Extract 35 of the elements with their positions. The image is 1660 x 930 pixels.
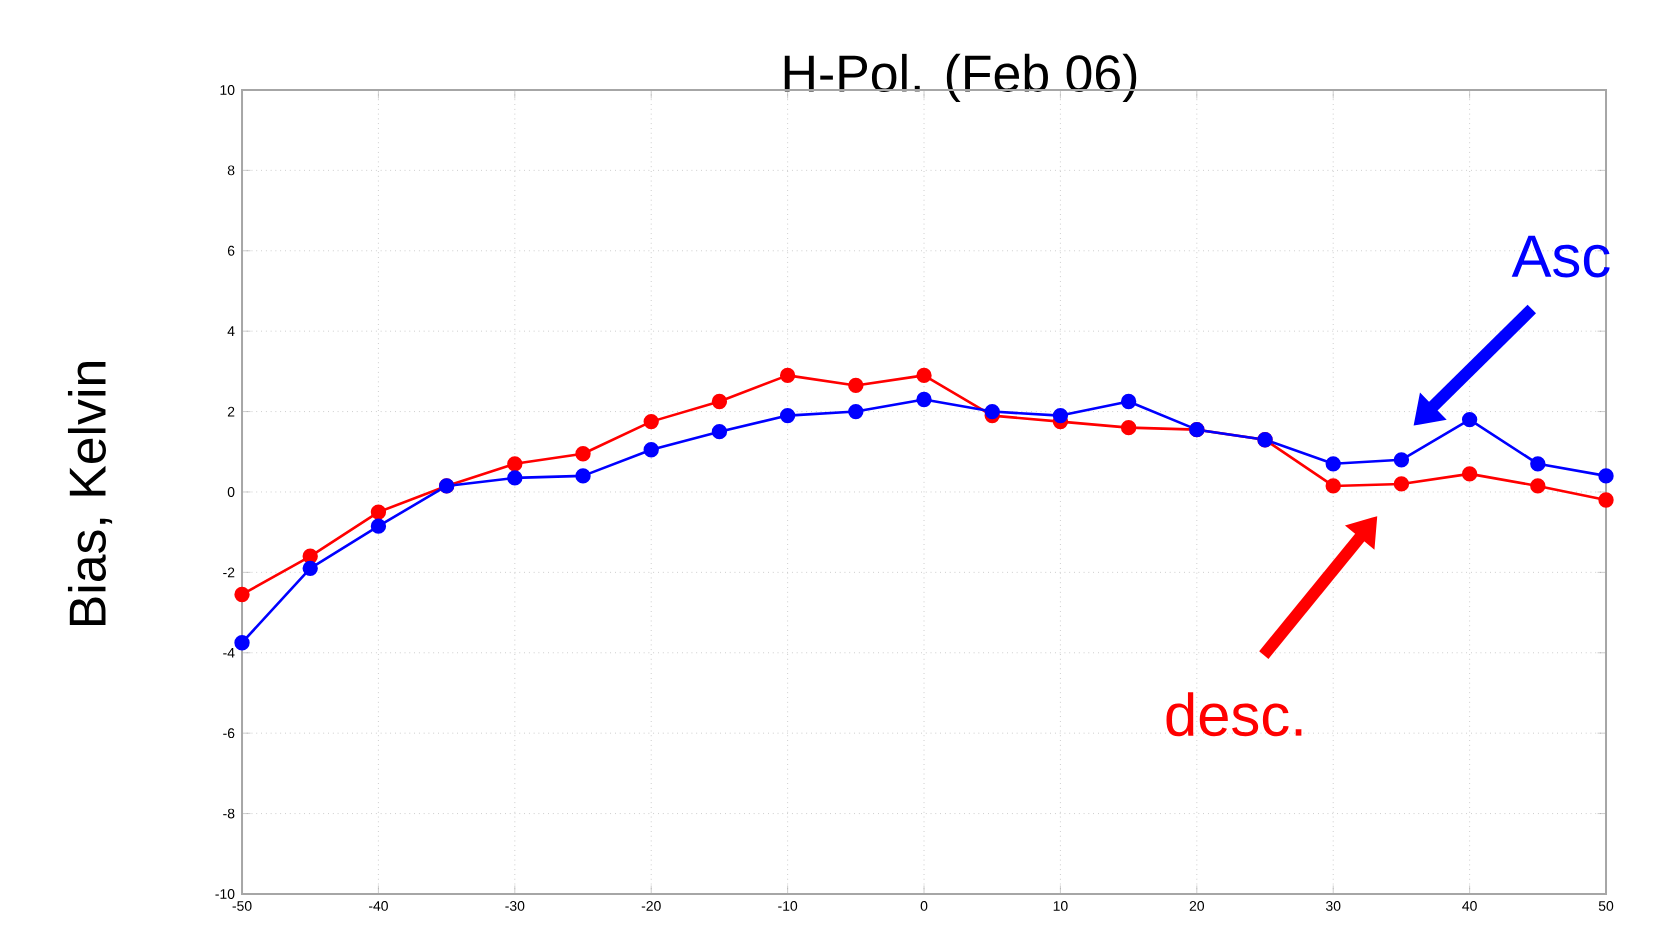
point <box>1325 478 1341 494</box>
point <box>1120 419 1137 436</box>
point <box>507 470 523 486</box>
point <box>1393 476 1410 492</box>
point <box>1052 407 1069 424</box>
point <box>234 635 250 651</box>
point <box>848 377 864 394</box>
point <box>234 586 250 603</box>
point <box>1598 492 1614 508</box>
point <box>643 413 659 430</box>
point <box>1598 468 1614 484</box>
point <box>1393 452 1410 468</box>
y-axis-title: Bias, Kelvin <box>67 362 113 626</box>
point <box>1325 456 1341 472</box>
point <box>575 446 591 462</box>
point <box>507 456 523 472</box>
point <box>779 367 796 384</box>
annotation: desc. <box>1166 692 1302 737</box>
point <box>779 407 796 424</box>
annotation: Asc <box>1511 235 1610 278</box>
point <box>370 504 387 520</box>
point <box>1530 478 1546 494</box>
point <box>916 367 932 384</box>
point <box>575 468 591 484</box>
point <box>848 403 864 420</box>
point <box>1530 456 1546 472</box>
point <box>643 442 659 458</box>
point <box>302 560 318 577</box>
point <box>1461 466 1478 482</box>
point <box>1461 411 1478 428</box>
point <box>711 393 728 410</box>
point <box>916 391 932 408</box>
point <box>370 518 387 534</box>
point <box>711 423 728 440</box>
point <box>1120 393 1137 410</box>
